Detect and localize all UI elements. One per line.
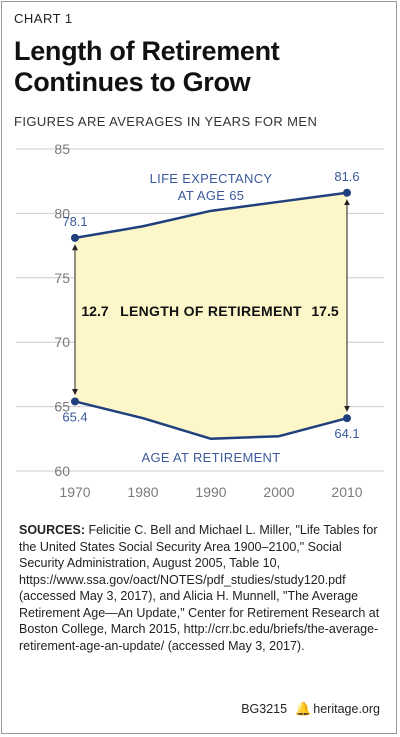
data-label: 64.1	[334, 426, 359, 441]
x-tick-label: 1990	[195, 484, 226, 500]
y-tick-label: 85	[54, 141, 70, 157]
data-point	[71, 397, 79, 406]
x-tick-label: 2000	[263, 484, 294, 500]
data-label: 81.6	[334, 169, 359, 184]
data-point	[343, 414, 351, 423]
liberty-bell-icon: 🔔	[295, 701, 312, 716]
chart-subtitle: FIGURES ARE AVERAGES IN YEARS FOR MEN	[14, 114, 318, 129]
sources-label: SOURCES:	[19, 523, 85, 537]
chart-kicker: CHART 1	[14, 11, 73, 26]
x-tick-label: 1980	[127, 484, 158, 500]
data-label: 65.4	[62, 409, 87, 424]
report-code: BG3215	[241, 702, 288, 716]
gap-label-2010: 17.5	[311, 303, 338, 319]
footer-credit: BG3215 🔔 heritage.org	[241, 701, 380, 717]
gap-label-1970: 12.7	[81, 303, 108, 319]
life-expectancy-line	[74, 191, 348, 240]
data-label: 78.1	[62, 214, 87, 229]
site-name: heritage.org	[313, 702, 380, 716]
y-tick-label: 80	[54, 205, 70, 221]
area-label: LENGTH OF RETIREMENT	[120, 303, 302, 319]
y-tick-label: 70	[54, 334, 70, 350]
data-point	[71, 233, 79, 242]
sources-note: SOURCES: Felicitie C. Bell and Michael L…	[19, 522, 381, 654]
data-point	[343, 188, 351, 197]
series-label-life-expectancy: LIFE EXPECTANCY	[150, 171, 273, 186]
series-label-retirement-age: AGE AT RETIREMENT	[142, 450, 281, 465]
chart-plot: 60 65 70 75 80 85 1970 1980 1990 2000 2010 78.1 81.6…	[16, 141, 384, 500]
retirement-age-line	[74, 400, 348, 441]
x-tick-label: 2010	[331, 484, 362, 500]
chart-title: Length of Retirement Continues to Grow	[14, 36, 280, 97]
x-tick-label: 1970	[59, 484, 90, 500]
retirement-area	[75, 192, 347, 439]
y-tick-label: 65	[54, 399, 70, 415]
series-label-life-expectancy-2: AT AGE 65	[178, 188, 245, 203]
y-tick-label: 75	[54, 270, 70, 286]
y-tick-label: 60	[54, 463, 70, 479]
sources-text: Felicitie C. Bell and Michael L. Miller,…	[19, 523, 380, 653]
